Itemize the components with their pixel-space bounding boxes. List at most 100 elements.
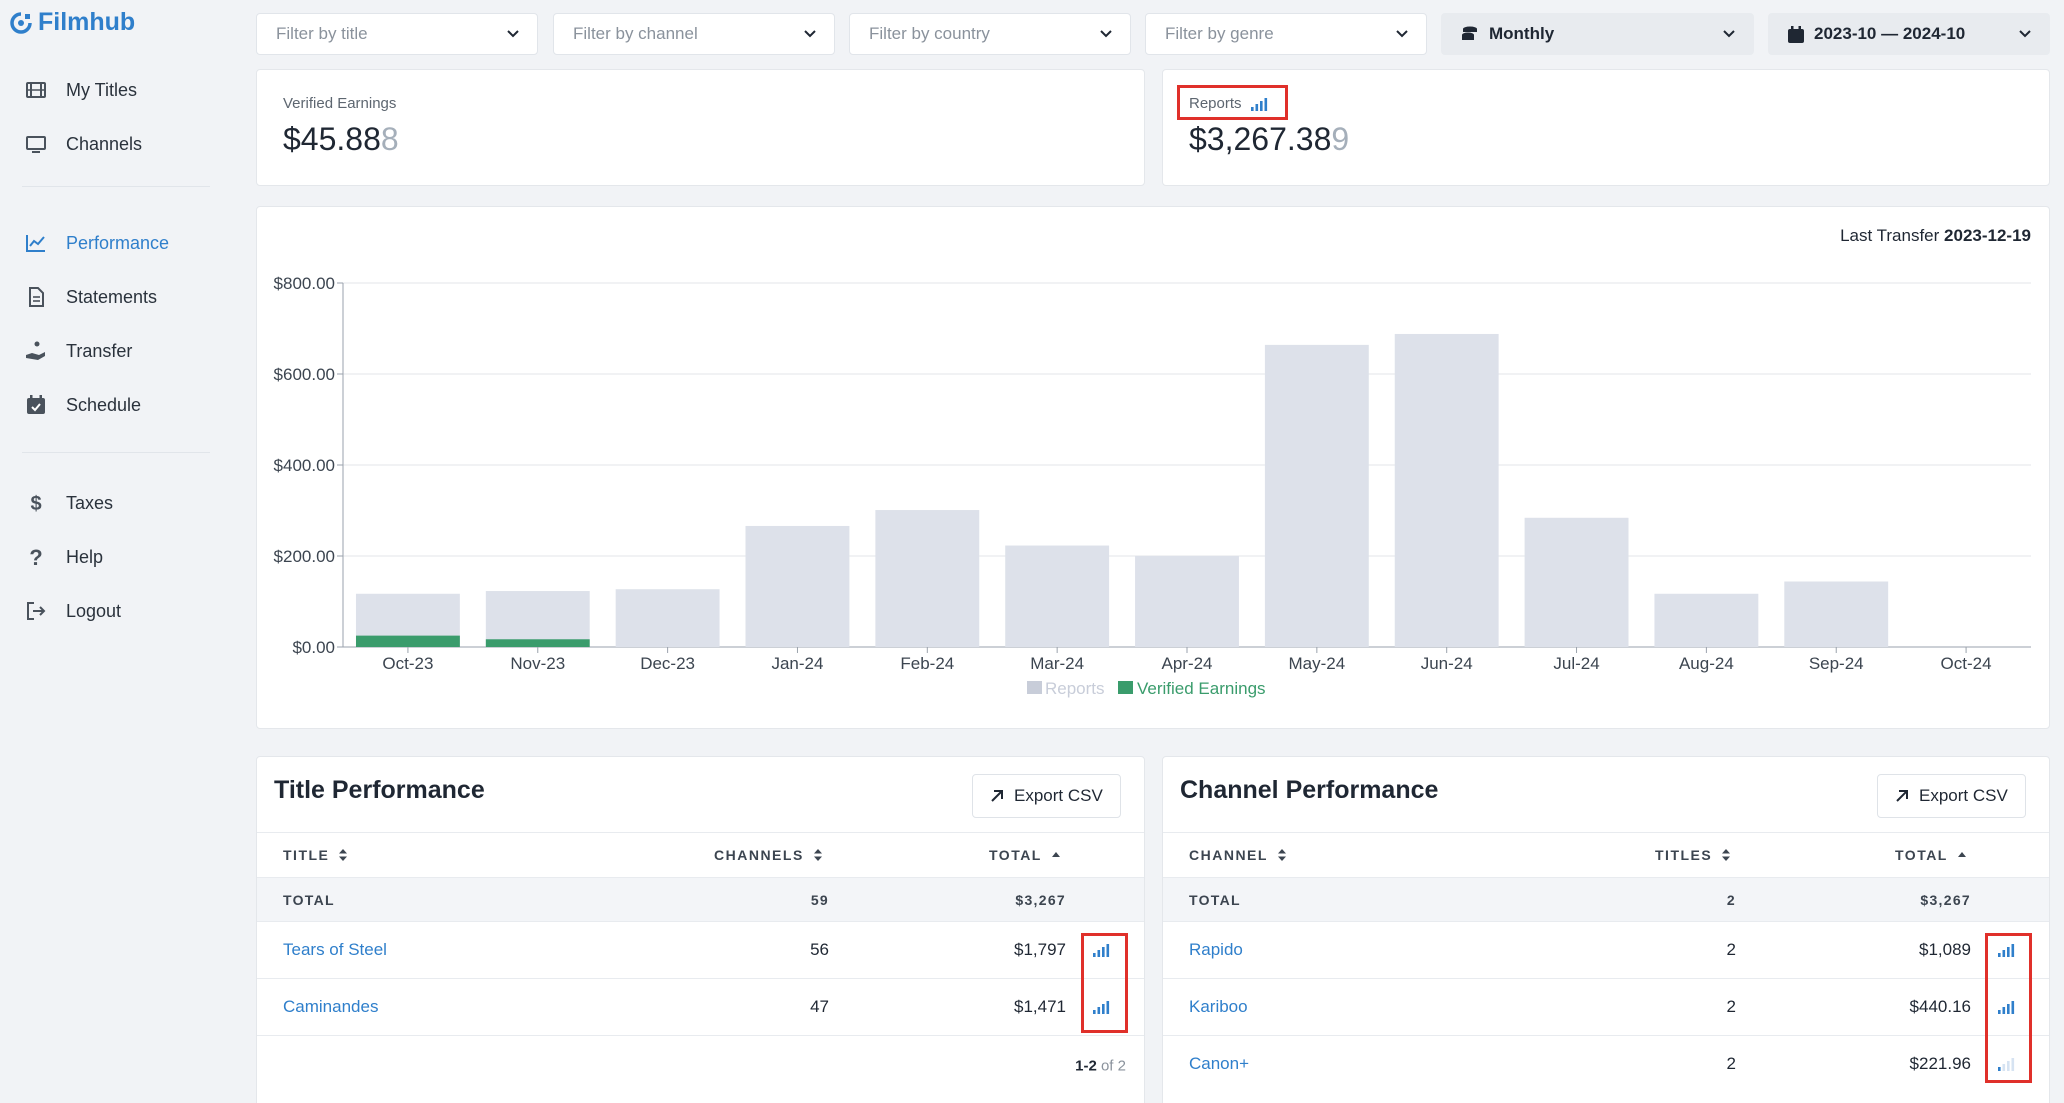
pagination-range: 1-2 — [1075, 1057, 1097, 1074]
pagination-total: of 2 — [1100, 1057, 1126, 1074]
bar-reports — [485, 591, 590, 647]
export-csv-button[interactable]: Export CSV — [1877, 774, 2026, 818]
svg-text:?: ? — [29, 545, 42, 569]
period-value: Monthly — [1489, 24, 1555, 43]
total-amount: $1,471 — [1014, 997, 1066, 1016]
sidebar-item-statements[interactable]: Statements — [24, 282, 157, 312]
chart-line-icon — [26, 235, 45, 252]
bar-chart-icon[interactable] — [1250, 97, 1268, 111]
channels-count: 56 — [810, 940, 829, 959]
x-tick-label: Sep-24 — [1809, 654, 1864, 673]
verified-earnings-card: Verified Earnings $45.888 — [256, 69, 1145, 186]
y-tick-label: $0.00 — [292, 638, 335, 657]
filter-genre-placeholder: Filter by genre — [1165, 24, 1274, 43]
export-csv-button[interactable]: Export CSV — [972, 774, 1121, 818]
document-icon — [29, 287, 44, 307]
divider — [22, 452, 210, 453]
header-label: TITLES — [1655, 847, 1713, 863]
bar-reports — [1654, 593, 1759, 647]
filter-channel-select[interactable]: Filter by channel — [553, 13, 835, 55]
header-label: CHANNEL — [1189, 847, 1268, 863]
calendar-icon — [1788, 25, 1804, 43]
column-header-title[interactable]: TITLE — [283, 847, 348, 863]
bar-chart-faded-icon[interactable] — [1997, 1057, 2015, 1071]
bar-reports — [1264, 344, 1369, 647]
total-label: TOTAL — [1189, 891, 1241, 908]
bar-chart-icon[interactable] — [1997, 943, 2015, 957]
filter-genre-select[interactable]: Filter by genre — [1145, 13, 1427, 55]
sidebar-item-label: Schedule — [66, 394, 142, 415]
total-channels: 59 — [810, 891, 829, 908]
header-label: TITLE — [283, 847, 330, 863]
question-icon: ? — [29, 545, 42, 569]
logo[interactable]: Filmhub — [10, 8, 135, 37]
highlight-box — [1985, 933, 2032, 1083]
bar-reports — [1005, 545, 1110, 647]
column-header-total[interactable]: TOTAL — [1895, 847, 1966, 863]
bar-chart-icon[interactable] — [1092, 1000, 1110, 1014]
bar-chart-icon[interactable] — [1997, 1000, 2015, 1014]
column-header-channels[interactable]: CHANNELS — [714, 847, 822, 863]
sidebar-item-label: Taxes — [66, 492, 114, 513]
column-header-total[interactable]: TOTAL — [989, 847, 1060, 863]
sidebar-item-my-titles[interactable]: My Titles — [24, 75, 137, 105]
sidebar-item-label: My Titles — [66, 79, 138, 100]
sidebar-item-channels[interactable]: Channels — [24, 129, 142, 159]
value-faded-digit: 8 — [380, 121, 399, 157]
filter-channel-placeholder: Filter by channel — [573, 24, 698, 43]
sidebar-item-performance[interactable]: Performance — [24, 228, 169, 258]
title-link[interactable]: Caminandes — [283, 997, 379, 1016]
channel-link[interactable]: Kariboo — [1189, 997, 1248, 1016]
sidebar-item-logout[interactable]: Logout — [24, 596, 121, 626]
dollar-icon: $ — [30, 493, 41, 515]
sidebar-item-label: Channels — [66, 133, 143, 154]
earnings-chart-card: Last Transfer 2023-12-19 $0.00 $200.00 $40… — [256, 206, 2050, 729]
channels-count: 47 — [810, 997, 829, 1016]
table-row: Tears of Steel 56 $1,797 — [257, 921, 1144, 978]
table-footer: 1-2 of 2 — [257, 1035, 1144, 1095]
x-tick-label: Aug-24 — [1679, 654, 1734, 673]
table-header: TITLE CHANNELS TOTAL — [257, 832, 1144, 877]
table-total-row: TOTAL 2 $3,267 — [1163, 877, 2049, 921]
filter-title-select[interactable]: Filter by title — [256, 13, 538, 55]
x-tick-label: Apr-24 — [1161, 654, 1212, 673]
sidebar-item-label: Transfer — [66, 340, 133, 361]
arrow-up-right-icon — [991, 790, 1003, 802]
channel-performance-card: Channel Performance Export CSV CHANNEL T… — [1162, 756, 2050, 1103]
filter-country-select[interactable]: Filter by country — [849, 13, 1131, 55]
x-tick-label: Mar-24 — [1030, 654, 1084, 673]
column-header-titles[interactable]: TITLES — [1655, 847, 1731, 863]
title-link[interactable]: Tears of Steel — [283, 940, 387, 959]
sidebar-item-schedule[interactable]: Schedule — [24, 390, 141, 420]
app-name: Filmhub — [38, 8, 136, 36]
sidebar-item-help[interactable]: ? Help — [24, 542, 103, 572]
x-tick-label: Dec-23 — [640, 654, 695, 673]
sidebar-item-taxes[interactable]: $ Taxes — [24, 488, 113, 518]
total-amount: $1,797 — [1014, 940, 1066, 959]
sort-ascending-icon — [1051, 852, 1060, 857]
x-tick-label: Feb-24 — [900, 654, 954, 673]
logout-icon — [27, 602, 46, 620]
date-range-select[interactable]: 2023-10 — 2024-10 — [1768, 13, 2050, 55]
reports-label: Reports — [1189, 95, 1268, 112]
bar-verified-earnings — [355, 635, 460, 647]
column-header-channel[interactable]: CHANNEL — [1189, 847, 1286, 863]
period-select[interactable]: Monthly — [1441, 13, 1754, 55]
pagination: 1-2 of 2 — [1075, 1057, 1126, 1074]
highlight-box — [1081, 933, 1128, 1033]
legend-label-reports: Reports — [1045, 679, 1105, 698]
chevron-down-icon — [1100, 30, 1112, 38]
bar-verified-earnings — [485, 639, 590, 647]
channel-link[interactable]: Rapido — [1189, 940, 1243, 959]
coins-icon — [1462, 26, 1477, 40]
channel-link[interactable]: Canon+ — [1189, 1054, 1250, 1073]
x-tick-label: May-24 — [1289, 654, 1346, 673]
sidebar-item-label: Logout — [66, 600, 122, 621]
y-tick-label: $200.00 — [274, 547, 335, 566]
filter-title-placeholder: Filter by title — [276, 24, 368, 43]
header-label: CHANNELS — [714, 847, 804, 863]
sort-icon — [1722, 849, 1731, 861]
verified-earnings-value: $45.888 — [283, 121, 399, 158]
bar-chart-icon[interactable] — [1092, 943, 1110, 957]
sidebar-item-transfer[interactable]: Transfer — [24, 336, 132, 366]
